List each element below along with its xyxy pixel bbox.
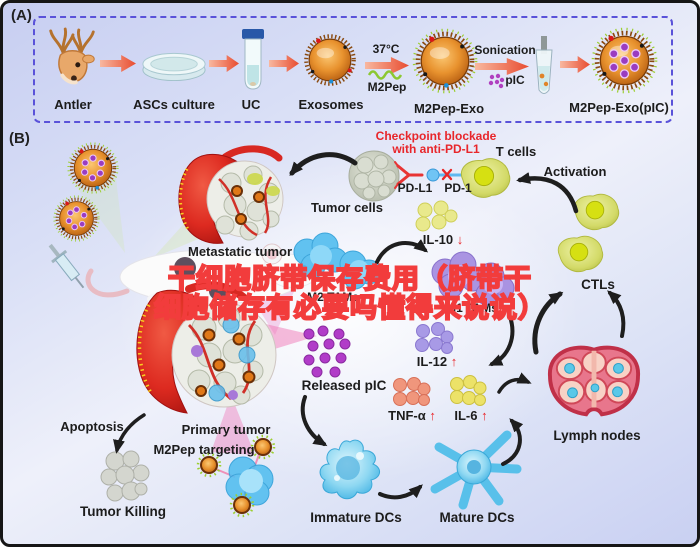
t-cells-label: T cells <box>495 144 537 159</box>
tumor-cell-icon <box>348 150 400 202</box>
metastatic-tumor-icon <box>178 145 284 244</box>
uc-tube-icon <box>242 29 264 90</box>
m2-tams-icon <box>293 232 382 290</box>
tnf-up-arrow: ↑ <box>429 408 436 423</box>
released-pic-icon <box>303 325 351 378</box>
pic-dots-icon <box>488 73 505 89</box>
metastatic-tumor-label: Metastatic tumor <box>187 244 293 259</box>
il10-cytokines-icon <box>415 200 458 232</box>
step-arrow-icon <box>560 56 590 73</box>
step-arrow-icon <box>209 55 239 72</box>
antler-label: Antler <box>54 97 92 112</box>
tnf-text: TNF-α <box>388 408 426 423</box>
il10-down-arrow: ↓ <box>456 232 464 247</box>
il10-text: IL-10 <box>422 232 454 247</box>
watermark-line1: 干细胞脐带保存费用（脐带干 <box>167 264 532 295</box>
exosome-particle-icon <box>53 195 100 242</box>
panel-a-label: (A) <box>11 7 32 24</box>
il6-label: IL-6 ↑ <box>454 408 487 423</box>
il12-cytokines-icon <box>415 322 454 354</box>
pic-label: pIC <box>505 73 525 87</box>
m1-tams-icon <box>431 251 515 306</box>
sonication-label: Sonication <box>474 43 536 57</box>
ascs-culture-label: ASCs culture <box>133 97 215 112</box>
il10-label: IL-10 ↓ <box>423 232 463 247</box>
il6-text: IL-6 <box>454 408 478 423</box>
sonication-tube-icon <box>535 36 553 94</box>
tnf-label: TNF-α ↑ <box>388 408 436 423</box>
primary-tumor-icon <box>136 281 277 414</box>
primary-tumor-label: Primary tumor <box>181 422 271 437</box>
lymph-nodes-icon <box>548 345 640 417</box>
step-arrow-icon <box>269 55 299 72</box>
petri-dish-icon <box>142 52 206 82</box>
tnf-cytokines-icon <box>393 377 431 406</box>
apoptotic-cell-icon <box>100 450 150 502</box>
panel-a-box <box>33 16 673 123</box>
il6-up-arrow: ↑ <box>481 408 488 423</box>
il12-text: IL-12 <box>416 354 448 369</box>
m2pep-exo-pic-label: M2Pep-Exo(pIC) <box>569 100 669 115</box>
tumor-cells-label: Tumor cells <box>310 200 384 215</box>
lymph-nodes-label: Lymph nodes <box>553 428 641 443</box>
m2pep-exo-icon <box>412 28 478 94</box>
il12-up-arrow: ↑ <box>450 354 458 369</box>
apoptosis-label: Apoptosis <box>60 419 124 434</box>
m2pep-peptide-icon <box>367 70 403 80</box>
m1-tams-label: M1 TAMs <box>446 301 498 315</box>
activation-label: Activation <box>543 164 607 179</box>
pd-1-label: PD-1 <box>444 181 472 195</box>
checkpoint-line2: with anti-PD-L1 <box>392 142 480 156</box>
step-arrow-icon <box>365 57 409 74</box>
exosomes-label: Exosomes <box>298 97 364 112</box>
syringe-icon <box>48 243 85 289</box>
step-arrow-icon <box>475 58 529 75</box>
antler-deer-icon <box>49 27 95 85</box>
m2pep-targeting-label: M2Pep targeting <box>153 442 255 457</box>
t-cell-icon <box>461 158 511 198</box>
m2pep-targeting-cell-icon <box>196 434 276 518</box>
m2pep-exo-label: M2Pep-Exo <box>413 101 485 116</box>
uc-label: UC <box>241 97 261 112</box>
il12-label: IL-12 ↑ <box>417 354 457 369</box>
il6-cytokines-icon <box>450 375 487 406</box>
tumor-killing-label: Tumor Killing <box>80 504 166 519</box>
checkpoint-line1: Checkpoint blockade <box>375 129 497 143</box>
pd-l1-label: PD-L1 <box>397 181 433 195</box>
immature-dcs-label: Immature DCs <box>310 510 402 525</box>
exosome-particle-icon <box>67 142 119 194</box>
ctl-cell-icon <box>573 193 620 231</box>
mature-dc-icon <box>430 430 522 510</box>
ctl-cell-icon <box>557 235 604 273</box>
temperature-label: 37°C <box>372 42 400 56</box>
step-arrow-icon <box>100 55 136 72</box>
m2-tams-label: M2 TAMs <box>307 290 359 304</box>
ctls-label: CTLs <box>581 277 615 292</box>
exosome-icon <box>304 34 356 86</box>
immature-dc-icon <box>319 439 380 500</box>
watermark-line2: 细胞储存有必要吗懂得来说说） <box>153 293 546 324</box>
released-pic-label: Released pIC <box>301 378 387 393</box>
m2pep-label: M2Pep <box>367 80 407 94</box>
anti-pdl1-antibody-icon <box>394 161 471 189</box>
m2pep-exo-pic-icon <box>591 27 658 94</box>
panel-b-label: (B) <box>9 130 30 147</box>
mature-dcs-label: Mature DCs <box>439 510 515 525</box>
